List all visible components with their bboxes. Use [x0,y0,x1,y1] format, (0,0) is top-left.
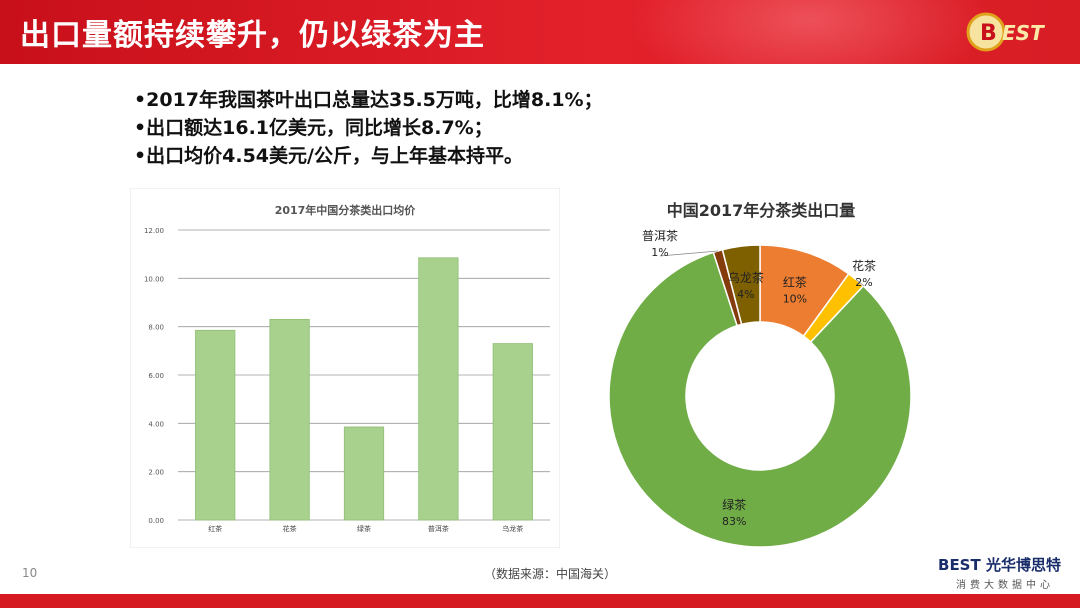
bar-x-tick-label: 普洱茶 [428,524,449,533]
bar-y-tick-label: 6.00 [148,372,164,380]
donut-category-label: 绿茶 [722,497,746,512]
donut-value-label: 1% [651,246,668,259]
header-glow [630,0,990,64]
bar-5 [492,343,533,521]
donut-category-label: 花茶 [852,258,876,273]
bar-chart-avg-price: 2017年中国分茶类出口均价 红茶 花茶 绿茶 普洱茶 乌龙茶 0.00 2.00 4.00… [130,188,560,548]
donut-slice-5 [721,244,761,326]
bar-1 [195,329,236,521]
brand-name-text: EST 光华博思特 [949,556,1061,574]
bar-y-tick-label: 12.00 [144,227,164,235]
bar-x-tick-label: 红茶 [208,524,222,533]
bullet-export-price: •出口均价4.54美元/公斤，与上年基本持平。 [134,145,523,167]
donut-category-label: 普洱茶 [642,228,678,243]
page-number: 10 [22,566,38,580]
page-title: 出口量额持续攀升，仍以绿茶为主 [20,18,485,53]
donut-value-label: 4% [737,288,754,301]
donut-slice-3 [608,251,912,548]
bar-3 [343,426,385,521]
bar-2 [269,319,310,521]
bar-y-tick-label: 10.00 [144,275,164,283]
bar-y-tick-label: 2.00 [148,469,164,477]
donut-value-label: 10% [783,293,807,306]
svg-text:EST: EST [1002,21,1045,45]
brand-b-mark: B [938,556,950,574]
footer-bar [0,594,1080,608]
svg-text:B: B [980,21,997,46]
donut-chart-export-volume: 中国2017年分茶类出口量 红茶 10% 花茶 2% 绿茶 83% 普洱茶 1% 乌龙茶 4% [608,201,912,548]
header-banner: 出口量额持续攀升，仍以绿茶为主 B EST [0,0,1080,64]
donut-category-label: 乌龙茶 [728,270,764,285]
data-source-note: （数据来源：中国海关） [484,567,617,581]
donut-leader-line [855,279,865,287]
brand-subtitle: 消费大数据中心 [956,580,1054,591]
bullet-export-volume: •2017年我国茶叶出口总量达35.5万吨，比增8.1%； [134,89,603,111]
bar-y-tick-label: 4.00 [148,420,164,428]
brand-name: BEST 光华博思特 [938,554,1061,575]
bar-x-tick-label: 绿茶 [357,524,371,533]
best-logo: B EST [966,12,1045,52]
donut-value-label: 2% [855,276,872,289]
bar-y-tick-label: 8.00 [148,324,164,332]
bar-x-tick-label: 乌龙茶 [502,524,523,533]
donut-category-label: 红茶 [783,275,807,290]
donut-chart-title: 中国2017年分茶类出口量 [667,201,856,220]
bar-4 [418,257,459,521]
bar-chart-title: 2017年中国分茶类出口均价 [275,203,417,217]
summary-bullets: •2017年我国茶叶出口总量达35.5万吨，比增8.1%； •出口额达16.1亿… [134,86,603,170]
bullet-export-value: •出口额达16.1亿美元，同比增长8.7%； [134,117,493,139]
donut-leader-line [659,250,718,257]
donut-value-label: 83% [722,515,746,528]
bar-y-tick-label: 0.00 [148,517,164,525]
bar-x-tick-label: 花茶 [283,524,297,533]
brand-logo: BEST 光华博思特 消费大数据中心 [938,554,1068,592]
